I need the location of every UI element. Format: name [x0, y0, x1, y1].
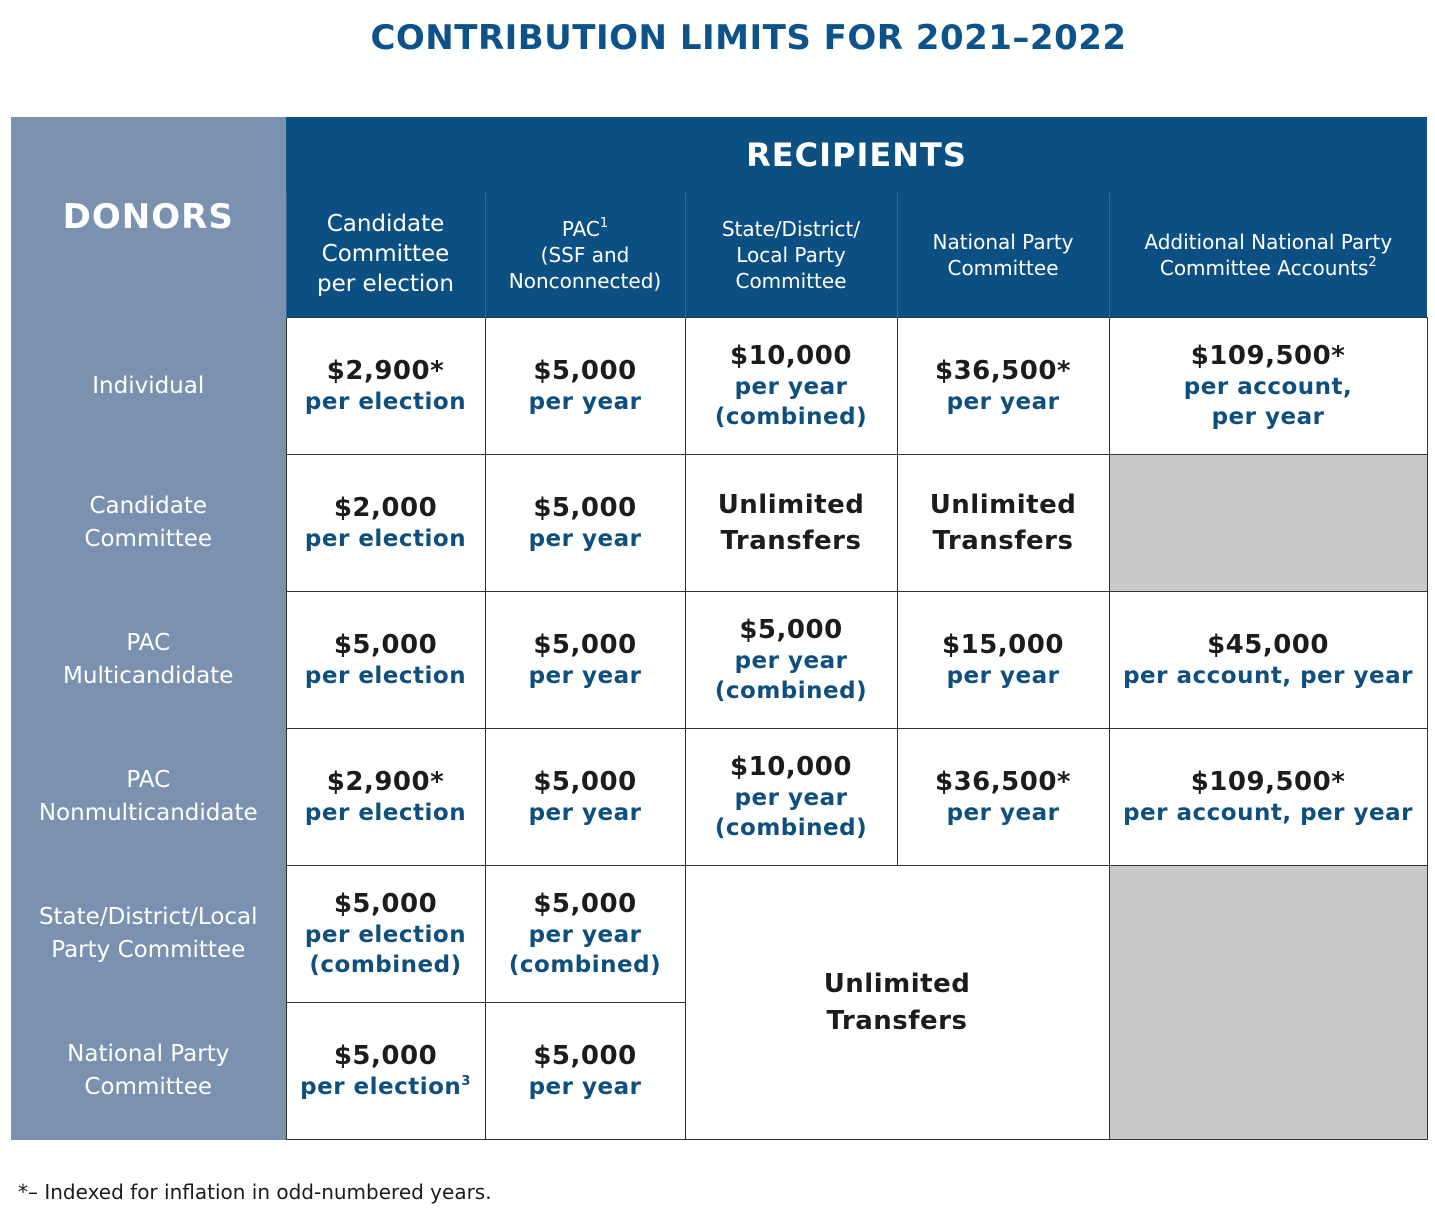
col-header-national-party: National Party Committee — [896, 193, 1109, 318]
col-header-pac: PAC1 (SSF and Nonconnected) — [484, 193, 685, 318]
footnote-mark: 2 — [1368, 255, 1377, 270]
limit-cell: $109,500* per account, per year — [1108, 728, 1428, 866]
limit-cell: $5,000 per election — [285, 591, 486, 729]
limit-cell: $5,000 per year (combined) — [684, 591, 898, 729]
not-applicable-cell — [1108, 865, 1428, 1140]
unlimited-transfers-cell: Unlimited Transfers — [896, 454, 1110, 592]
limit-cell: $36,500* per year — [896, 728, 1110, 866]
footnote: *– Indexed for inflation in odd-numbered… — [18, 1180, 492, 1204]
limit-cell: $2,000 per election — [285, 454, 486, 592]
donor-national-party: National Party Committee — [11, 1002, 286, 1140]
limit-cell: $2,900* per election — [285, 317, 486, 455]
limit-cell: $5,000 per year (combined) — [484, 865, 686, 1003]
donor-pac-nonmulticandidate: PAC Nonmulticandidate — [11, 728, 286, 866]
limit-cell: $5,000 per year — [484, 317, 686, 455]
footnote-mark: 3 — [461, 1073, 471, 1089]
donor-pac-multicandidate: PAC Multicandidate — [11, 591, 286, 729]
col-header-state-local-party: State/District/ Local Party Committee — [684, 193, 897, 318]
limit-cell: $45,000 per account, per year — [1108, 591, 1428, 729]
limit-cell: $36,500* per year — [896, 317, 1110, 455]
limit-cell: $5,000 per election (combined) — [285, 865, 486, 1003]
limit-cell: $5,000 per year — [484, 728, 686, 866]
limit-cell: $5,000 per election3 — [285, 1002, 486, 1140]
limit-cell: $5,000 per year — [484, 454, 686, 592]
donor-individual: Individual — [11, 317, 286, 455]
col-header-additional-accounts: Additional National Party Committee Acco… — [1108, 193, 1428, 318]
limit-cell: $5,000 per year — [484, 1002, 686, 1140]
limit-cell: $15,000 per year — [896, 591, 1110, 729]
unlimited-transfers-merged-cell: Unlimited Transfers — [684, 865, 1110, 1140]
limit-cell: $5,000 per year — [484, 591, 686, 729]
donors-header: DONORS — [11, 117, 286, 318]
unlimited-transfers-cell: Unlimited Transfers — [684, 454, 898, 592]
limit-cell: $109,500* per account, per year — [1108, 317, 1428, 455]
limit-cell: $10,000 per year (combined) — [684, 728, 898, 866]
page-title: CONTRIBUTION LIMITS FOR 2021–2022 — [370, 18, 1127, 58]
donor-state-local-party: State/District/Local Party Committee — [11, 865, 286, 1003]
not-applicable-cell — [1108, 454, 1428, 592]
donor-candidate-committee: Candidate Committee — [11, 454, 286, 592]
recipients-header: RECIPIENTS — [286, 117, 1428, 193]
contribution-limits-table: DONORS RECIPIENTS Candidate Committee pe… — [11, 117, 1428, 1140]
limit-cell: $10,000 per year (combined) — [684, 317, 898, 455]
limit-cell: $2,900* per election — [285, 728, 486, 866]
col-header-candidate-committee: Candidate Committee per election — [285, 193, 485, 318]
footnote-mark: 1 — [599, 216, 609, 231]
